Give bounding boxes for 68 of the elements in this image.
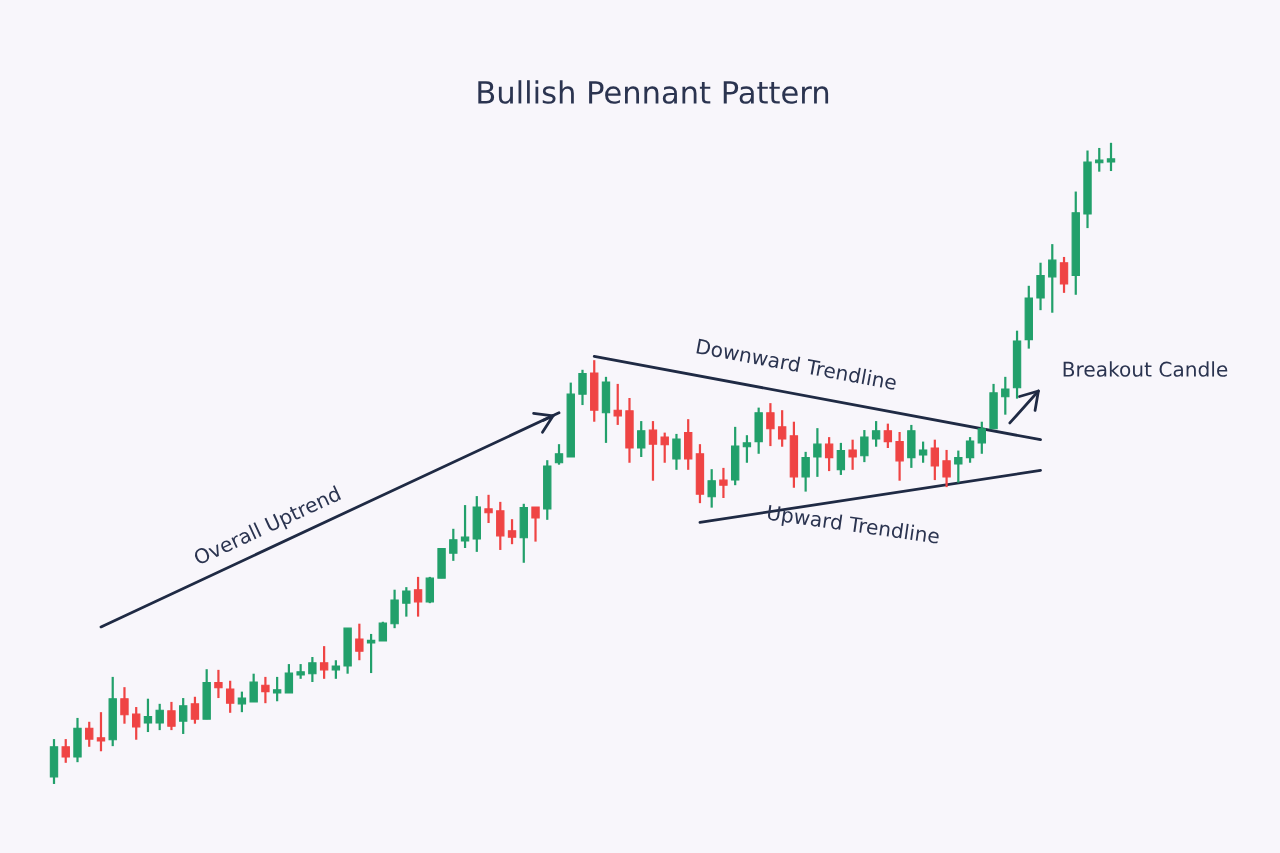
candlestick [637, 419, 646, 459]
candlestick [895, 430, 904, 482]
candlestick [836, 441, 846, 477]
candlestick [167, 700, 176, 732]
candlestick [860, 428, 869, 464]
candlestick [449, 527, 458, 562]
candlestick [319, 645, 329, 680]
candlestick [366, 632, 376, 675]
candlestick [965, 436, 975, 464]
candlestick [777, 409, 787, 448]
annotation: Upward Trendline [766, 504, 940, 548]
candlestick [402, 586, 411, 618]
candlestick [85, 720, 94, 748]
candlestick [143, 697, 153, 734]
candlestick [61, 737, 70, 764]
candlestick [977, 420, 987, 455]
candlestick [225, 679, 235, 714]
candlestick [96, 711, 106, 753]
candlestick [930, 438, 940, 482]
candlestick [284, 662, 294, 695]
candlestick [261, 675, 270, 705]
candlestick [1059, 255, 1069, 294]
candlestick [355, 622, 364, 662]
candlestick [308, 655, 317, 684]
candlestick [249, 672, 258, 704]
candlestick [883, 422, 893, 450]
candlestick [672, 432, 681, 471]
candlestick [214, 668, 223, 700]
candlestick [707, 468, 716, 509]
candlestick [331, 659, 341, 680]
candlestick [1106, 141, 1116, 173]
candlestick [848, 438, 857, 471]
annotation: Downward Trendline [696, 338, 898, 391]
candlestick [413, 575, 423, 618]
candlestick [954, 449, 963, 484]
candlestick [390, 588, 399, 630]
candlestick [824, 436, 834, 473]
candlestick [554, 443, 564, 466]
candlestick [1001, 375, 1010, 416]
candlestick [918, 440, 928, 464]
candlestick [613, 382, 622, 427]
candlestick [272, 675, 282, 703]
candlestick [942, 448, 951, 489]
candlestick [507, 518, 517, 546]
candlestick [1048, 243, 1057, 314]
candlestick [719, 466, 728, 500]
candlestick [484, 493, 493, 525]
candlestick [531, 505, 540, 543]
candlestick [871, 419, 881, 448]
candlestick [460, 503, 470, 550]
candlestick [801, 450, 810, 493]
candlestick [648, 419, 658, 482]
candlestick [155, 702, 164, 732]
candlestick [190, 695, 200, 725]
candlestick [120, 686, 129, 725]
candlestick [660, 431, 669, 464]
candlestick [742, 434, 752, 464]
candlestick [1095, 146, 1104, 173]
candlestick [237, 690, 247, 714]
annotation: Breakout Candle [1063, 361, 1228, 377]
candlestick [178, 696, 188, 736]
candlestick [813, 427, 822, 478]
chart-title: Bullish Pennant Pattern [478, 80, 829, 104]
candlestick [766, 402, 775, 448]
candlestick [425, 575, 435, 605]
candlestick [578, 368, 587, 407]
candlestick [132, 705, 141, 741]
candlestick [1036, 261, 1045, 312]
